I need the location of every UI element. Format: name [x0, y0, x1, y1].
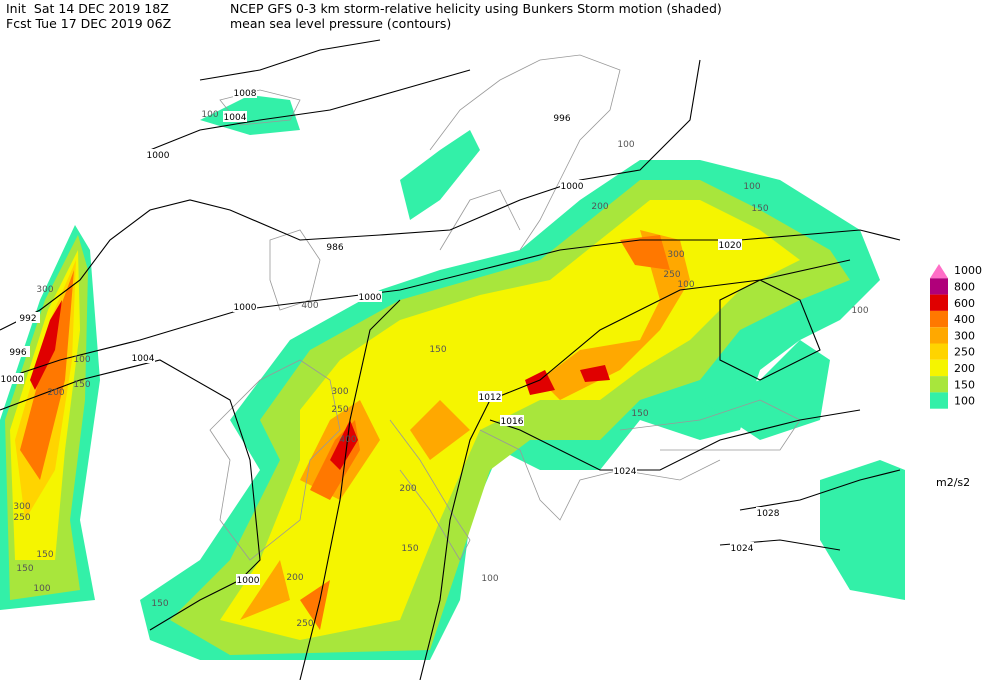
contour-label-bg: [6, 346, 30, 357]
shaded-label: 300: [36, 285, 53, 295]
shaded-label: 200: [399, 484, 416, 494]
shaded-label: 150: [73, 380, 90, 390]
shaded-label: 200: [591, 202, 608, 212]
shaded-field: [0, 95, 905, 660]
shaded-label: 150: [631, 409, 648, 419]
contour-label-bg: [233, 301, 257, 312]
shaded-label: 100: [73, 355, 90, 365]
contour-label: 1004: [224, 113, 247, 123]
contour-label-bg: [358, 291, 382, 302]
shaded-label: 150: [151, 599, 168, 609]
legend-unit: m2/s2: [936, 476, 970, 489]
legend-label: 250: [954, 346, 975, 359]
contour-label-bg: [233, 87, 257, 98]
legend-label: 600: [954, 297, 975, 310]
shaded-label: 200: [47, 388, 64, 398]
shaded-label: 100: [743, 182, 760, 192]
contour-label-bg: [223, 111, 247, 122]
shaded-label: 250: [331, 405, 348, 415]
label-layer: 1008 1004 1000 996 1000 986 1020 1000 1000 992 996…: [0, 87, 869, 629]
contour-label: 1012: [479, 393, 502, 403]
shaded-label: 100: [617, 140, 634, 150]
shaded-label: 150: [16, 564, 33, 574]
contour-label: 1024: [614, 467, 637, 477]
shaded-label: 100: [851, 306, 868, 316]
legend-label: 400: [954, 313, 975, 326]
legend-swatch: [930, 264, 948, 279]
contour-label: 1000: [561, 182, 584, 192]
forecast-time: Fcst Tue 17 DEC 2019 06Z: [6, 16, 172, 31]
shaded-label: 400: [301, 301, 318, 311]
legend-swatch: [930, 392, 948, 409]
shaded-label: 100: [201, 110, 218, 120]
contour-label-bg: [146, 149, 170, 160]
legend-swatch: [930, 294, 948, 311]
contour-label-bg: [730, 542, 754, 553]
contour-label-bg: [236, 574, 260, 585]
contour-label: 1000: [234, 303, 257, 313]
contour-label-bg: [131, 352, 155, 363]
legend-swatch: [930, 343, 948, 360]
contour-label: 1016: [501, 417, 524, 427]
contour-label: 992: [19, 314, 36, 324]
shaded-label: 150: [751, 204, 768, 214]
legend-swatch: [930, 278, 948, 295]
shaded-label: 300: [13, 502, 30, 512]
contour-label: 1024: [731, 544, 754, 554]
title-line: mean sea level pressure (contours): [230, 16, 452, 31]
shaded-label: 100: [677, 280, 694, 290]
contour-label: 1000: [1, 375, 24, 385]
contour-label-bg: [718, 239, 742, 250]
shaded-label: 400: [339, 435, 356, 445]
legend-swatch: [930, 359, 948, 377]
contour-label: 1000: [147, 151, 170, 161]
contour-label: 1004: [132, 354, 155, 364]
contour-label-bg: [478, 391, 502, 402]
contour-label-bg: [16, 312, 40, 323]
legend-swatch: [930, 310, 948, 328]
shaded-label: 300: [667, 250, 684, 260]
legend-swatch: [930, 376, 948, 393]
contour-label: 1000: [359, 293, 382, 303]
contour-label: 1008: [234, 89, 257, 99]
shaded-label: 100: [481, 574, 498, 584]
legend-swatch: [930, 327, 948, 344]
contour-label-bg: [756, 507, 780, 518]
shaded-label: 100: [33, 584, 50, 594]
contour-label: 996: [9, 348, 26, 358]
legend-label: 200: [954, 362, 975, 375]
init-time: Init Sat 14 DEC 2019 18Z: [6, 1, 169, 16]
contour-label: 1020: [719, 241, 742, 251]
shaded-label: 250: [663, 270, 680, 280]
shaded-label: 250: [296, 619, 313, 629]
contour-label: 1028: [757, 509, 780, 519]
contour-label: 986: [326, 243, 343, 253]
contour-label-bg: [560, 180, 584, 191]
shaded-label: 200: [286, 573, 303, 583]
contour-label-bg: [550, 112, 574, 123]
legend-label: 1000: [954, 264, 982, 277]
legend: 1000 800 600 400 300 250 200 150 100 m2/s2: [930, 264, 982, 489]
contour-label-bg: [323, 241, 347, 252]
contour-label: 996: [553, 114, 570, 124]
contour-label: 1000: [237, 576, 260, 586]
shaded-label: 250: [13, 513, 30, 523]
legend-label: 150: [954, 378, 975, 391]
isobars: [0, 39, 901, 680]
shaded-label: 150: [36, 550, 53, 560]
contour-label-bg: [0, 373, 24, 384]
legend-label: 100: [954, 395, 975, 408]
shaded-label: 300: [331, 387, 348, 397]
contour-label-bg: [613, 465, 637, 476]
title-line: NCEP GFS 0-3 km storm-relative helicity …: [230, 1, 722, 16]
legend-label: 800: [954, 280, 975, 293]
contour-label-bg: [500, 415, 524, 426]
shaded-label: 150: [401, 544, 418, 554]
shaded-label: 150: [429, 345, 446, 355]
legend-label: 300: [954, 329, 975, 342]
